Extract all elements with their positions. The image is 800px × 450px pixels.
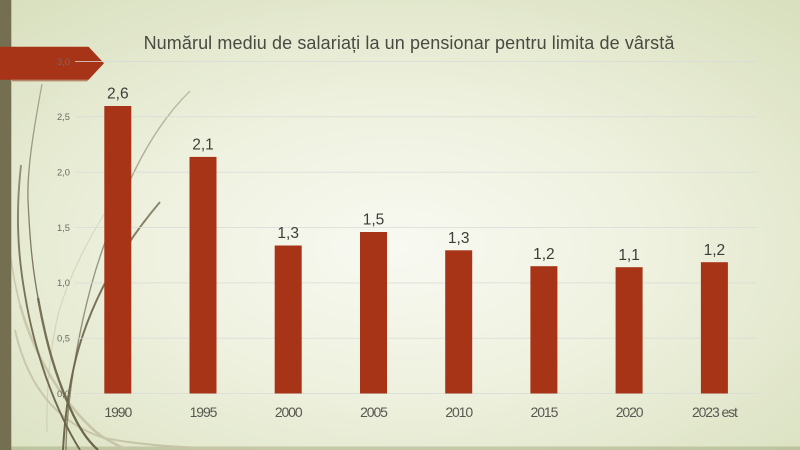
svg-text:1,5: 1,5 xyxy=(57,222,70,233)
svg-text:0,0: 0,0 xyxy=(57,388,70,399)
svg-text:1,1: 1,1 xyxy=(618,247,640,264)
svg-text:2023 est: 2023 est xyxy=(692,404,738,420)
svg-text:1990: 1990 xyxy=(104,404,132,420)
svg-text:1,0: 1,0 xyxy=(57,277,70,288)
svg-text:2,1: 2,1 xyxy=(192,137,214,154)
svg-text:1,2: 1,2 xyxy=(704,242,726,259)
svg-text:2005: 2005 xyxy=(360,404,388,420)
svg-text:1995: 1995 xyxy=(190,404,218,420)
svg-text:Numărul mediu de salariați la: Numărul mediu de salariați la un pension… xyxy=(144,33,676,53)
svg-text:1,3: 1,3 xyxy=(277,225,299,242)
svg-text:1,2: 1,2 xyxy=(533,246,555,263)
svg-text:0,5: 0,5 xyxy=(57,333,70,344)
svg-text:2,6: 2,6 xyxy=(107,86,129,103)
svg-text:1,5: 1,5 xyxy=(363,212,385,229)
svg-text:1,3: 1,3 xyxy=(448,230,470,247)
svg-text:3,0: 3,0 xyxy=(57,56,70,67)
svg-text:2000: 2000 xyxy=(275,404,303,420)
svg-text:2020: 2020 xyxy=(616,404,644,420)
svg-text:2015: 2015 xyxy=(531,404,559,420)
svg-text:2010: 2010 xyxy=(445,404,473,420)
svg-text:2,5: 2,5 xyxy=(57,111,70,122)
svg-text:2,0: 2,0 xyxy=(57,167,70,178)
